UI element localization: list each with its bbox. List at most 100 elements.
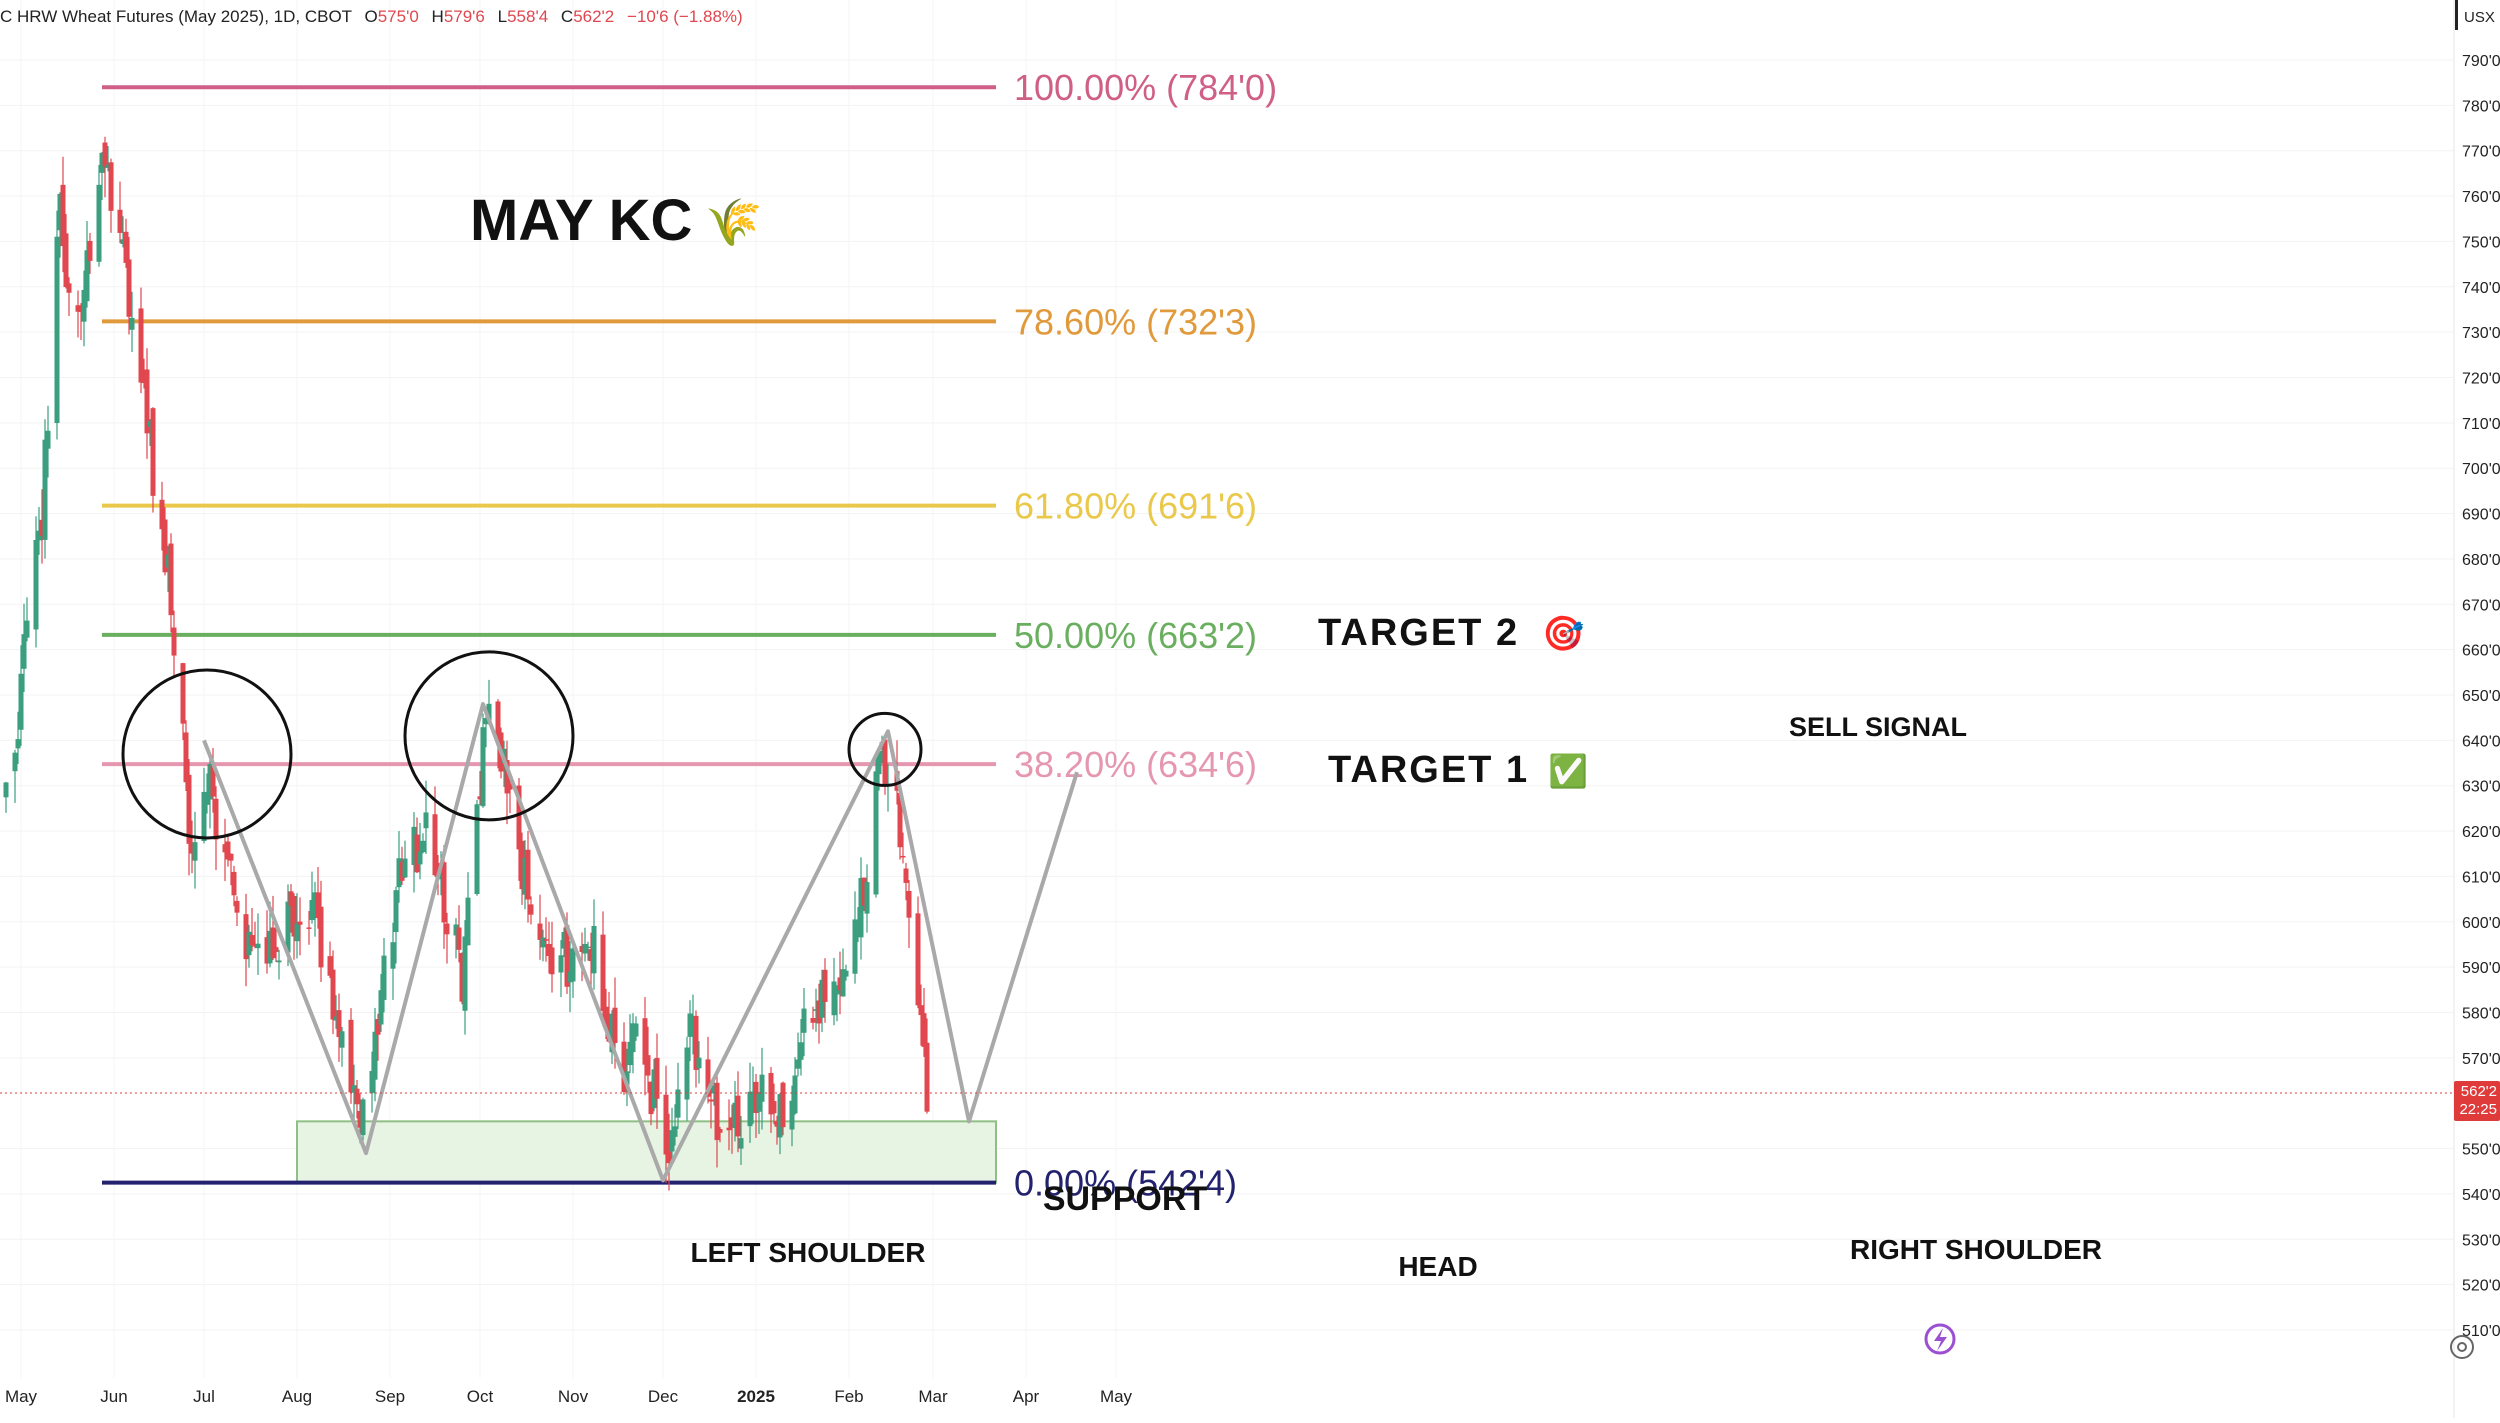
- candle: [147, 420, 153, 427]
- settings-icon[interactable]: [2450, 1335, 2474, 1359]
- candle: [129, 317, 135, 330]
- candle: [747, 1091, 753, 1127]
- candle: [294, 923, 300, 942]
- candle: [267, 930, 273, 964]
- candle: [642, 1018, 648, 1065]
- candle: [138, 308, 144, 383]
- candle: [474, 804, 480, 895]
- time-tick-label: Feb: [834, 1387, 863, 1406]
- candle: [312, 892, 318, 906]
- price-tick-label: 540'0: [2462, 1187, 2500, 1204]
- candle: [669, 1130, 675, 1152]
- signal-circles: [121, 650, 923, 840]
- candle: [213, 798, 219, 840]
- candle: [402, 858, 408, 878]
- price-tick-label: 590'0: [2462, 960, 2500, 977]
- price-axis[interactable]: [2453, 0, 2500, 1418]
- price-tick-label: 710'0: [2462, 416, 2500, 433]
- candle: [255, 943, 261, 949]
- check-icon: ✅: [1548, 753, 1588, 789]
- candle: [732, 1102, 738, 1129]
- fib-label: 0.00% (542'4): [1014, 1163, 1237, 1204]
- candle: [675, 1089, 681, 1118]
- time-tick-label: Dec: [648, 1387, 679, 1406]
- candle: [558, 955, 564, 973]
- price-tick-label: 620'0: [2462, 824, 2500, 841]
- candle: [81, 289, 87, 322]
- candle: [864, 882, 870, 914]
- candle: [285, 901, 291, 953]
- fib-label: 78.60% (732'3): [1014, 301, 1257, 342]
- candle: [222, 844, 228, 853]
- candle: [729, 1117, 735, 1128]
- candle: [561, 931, 567, 949]
- candle: [18, 673, 24, 730]
- svg-text:562'2: 562'2: [2461, 1083, 2497, 1100]
- support-rect: [296, 1120, 997, 1184]
- support-label: SUPPORT: [1043, 1180, 1208, 1218]
- candle: [906, 891, 912, 918]
- candle: [24, 620, 30, 638]
- candle: [234, 900, 240, 913]
- candle: [12, 752, 18, 772]
- candle: [369, 1070, 375, 1094]
- candle: [630, 1023, 636, 1053]
- candle: [822, 969, 828, 1002]
- candle: [858, 877, 864, 938]
- svg-text:C HRW Wheat Futures (May 2025): C HRW Wheat Futures (May 2025), 1D, CBOT…: [0, 7, 743, 26]
- time-axis[interactable]: May Jun Jul Aug Sep Oct Nov Dec 2025 Feb Mar Apr May: [5, 1387, 1133, 1406]
- candle: [99, 152, 105, 173]
- candle: [651, 1069, 657, 1109]
- candle: [543, 939, 549, 941]
- candle: [519, 840, 525, 890]
- candle: [42, 439, 48, 540]
- price-tick-labels: 790'0 780'0 770'0 760'0 750'0 740'0 730'0 720'0…: [2462, 53, 2500, 1340]
- candle: [228, 853, 234, 861]
- price-tick-label: 580'0: [2462, 1006, 2500, 1023]
- candle: [777, 1094, 783, 1138]
- candle: [393, 890, 399, 933]
- lightning-icon[interactable]: [1924, 1323, 1956, 1355]
- candle: [738, 1138, 744, 1149]
- candle: [375, 1019, 381, 1035]
- time-tick-label: Jun: [100, 1387, 127, 1406]
- signal-circle: [403, 650, 575, 822]
- candle: [60, 184, 66, 247]
- candle: [852, 919, 858, 974]
- candle: [87, 240, 93, 261]
- candle: [306, 927, 312, 929]
- candle: [36, 530, 42, 541]
- candle: [708, 1099, 714, 1102]
- candle: [564, 925, 570, 987]
- candle: [165, 554, 171, 568]
- candle: [126, 259, 132, 317]
- price-tick-label: 550'0: [2462, 1142, 2500, 1159]
- candle: [600, 934, 606, 1011]
- candle: [351, 1085, 357, 1093]
- candle: [582, 943, 588, 954]
- candle: [231, 871, 237, 896]
- candle: [441, 862, 447, 923]
- candle: [585, 946, 591, 949]
- candle: [726, 1127, 732, 1131]
- candle: [654, 1057, 660, 1099]
- time-tick-label: Jul: [193, 1387, 215, 1406]
- candle: [459, 953, 465, 1002]
- price-tick-label: 760'0: [2462, 189, 2500, 206]
- head-and-shoulders-pattern: [202, 702, 1079, 1183]
- candle: [876, 750, 882, 775]
- candle: [516, 785, 522, 850]
- candle: [477, 796, 483, 800]
- support-zone: [296, 1120, 997, 1184]
- candle: [180, 663, 186, 724]
- candle: [837, 977, 843, 991]
- fib-label: 100.00% (784'0): [1014, 67, 1277, 108]
- candle: [186, 774, 192, 844]
- candle: [210, 765, 216, 797]
- candle: [336, 1010, 342, 1038]
- current-price-tag: 562'2 22:25: [2454, 1081, 2500, 1122]
- candle: [792, 1075, 798, 1114]
- candle: [252, 945, 258, 947]
- candle: [462, 936, 468, 1011]
